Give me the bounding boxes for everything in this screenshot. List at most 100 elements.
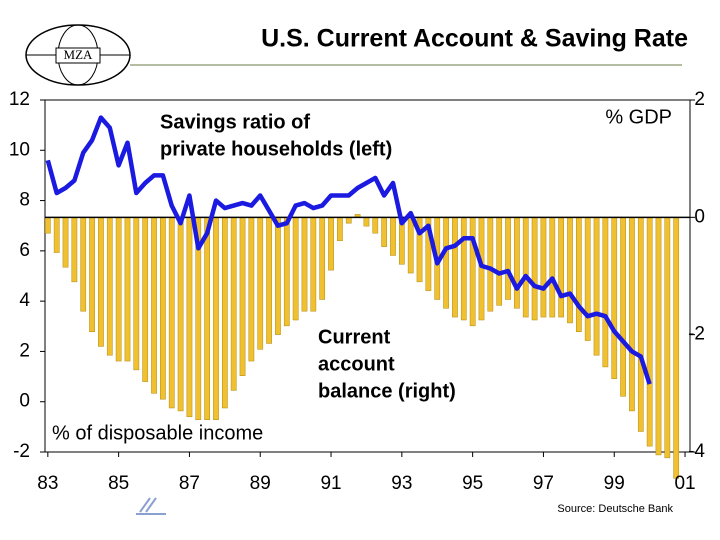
bar [133,217,140,371]
series-label: balance (right) [318,380,456,402]
bar [487,217,494,312]
bar [620,217,626,397]
bar [337,217,343,242]
y2-tick-label: 0 [694,206,705,227]
bar [673,217,680,479]
bar [292,217,299,321]
plot-frame [44,99,691,453]
bar [363,217,370,227]
bar [98,217,104,347]
bar [575,217,582,332]
y-tick-label: -2 [13,441,30,462]
bar [71,217,78,283]
logo-box [55,47,101,64]
logo: MZA [25,24,131,86]
bar [443,217,449,309]
y-tick-label: 10 [9,139,30,160]
y2-tick-label: -4 [688,441,705,462]
x-tick-label: 91 [320,473,341,494]
bar [531,217,538,321]
x-tick-label: 83 [37,473,58,494]
x-tick-label: 85 [108,473,129,494]
unit-label: % of disposable income [52,422,263,444]
bar [390,217,396,256]
y2-tick-label: 2 [694,89,705,110]
bar [558,217,564,318]
bar [266,217,272,344]
series-label: private households (left) [160,138,392,160]
bar [345,217,352,224]
x-tick-label: 99 [604,473,625,494]
bar [540,217,547,318]
bar [593,217,600,356]
source: Source: Deutsche Bank [557,503,673,515]
bar [452,217,458,318]
bar [310,217,317,312]
footer-icon [136,497,166,515]
bar [514,217,520,309]
logo-text: MZA [64,47,94,62]
bar [62,217,69,268]
bar [469,217,476,327]
bar [496,217,503,306]
bar [328,217,334,271]
series-label: Current [318,326,391,348]
bar [372,217,379,234]
bar [239,217,246,376]
bar [230,217,237,391]
bar [204,217,210,420]
bar [53,217,60,253]
bar [89,217,95,332]
bar [602,217,609,368]
bar [248,217,255,362]
bar [186,217,193,418]
bar [124,217,131,362]
series-label: Savings ratio of [160,111,310,133]
unit-label: % GDP [605,106,672,128]
bar [221,217,228,409]
bar [115,217,122,362]
y2-tick-label: -2 [688,324,705,345]
bar [142,217,149,382]
bar [460,217,467,321]
bar [407,217,414,274]
x-tick-label: 01 [674,473,695,494]
bar [257,217,264,350]
line [45,115,652,385]
y-tick-label: 8 [19,190,30,211]
bar [80,217,87,312]
chart-title: U.S. Current Account & Saving Rate [261,25,688,53]
y-tick-label: 12 [9,89,30,110]
x-tick-label: 89 [250,473,271,494]
bar [275,217,281,335]
bar [549,217,556,318]
bar [160,217,166,400]
bar [646,217,653,447]
y-tick-label: 0 [19,391,30,412]
bar [637,217,644,432]
x-tick-label: 93 [391,473,412,494]
bar [44,217,51,234]
bar [664,217,671,459]
bar [629,217,635,412]
bar [213,217,219,420]
bar [611,217,618,379]
bar [584,217,591,341]
series-label: account [318,353,395,375]
x-tick-label: 97 [533,473,554,494]
y-tick-label: 6 [19,240,30,261]
x-tick-label: 95 [462,473,483,494]
bar [319,217,326,300]
bar [283,217,290,327]
bar [168,217,175,409]
bar [381,217,387,247]
bar [567,217,573,324]
bar [151,217,157,394]
bar [655,217,662,456]
bar [522,217,529,318]
y-tick-label: 4 [19,290,30,311]
bar [301,217,308,312]
bar [505,217,511,300]
bar [106,217,113,356]
